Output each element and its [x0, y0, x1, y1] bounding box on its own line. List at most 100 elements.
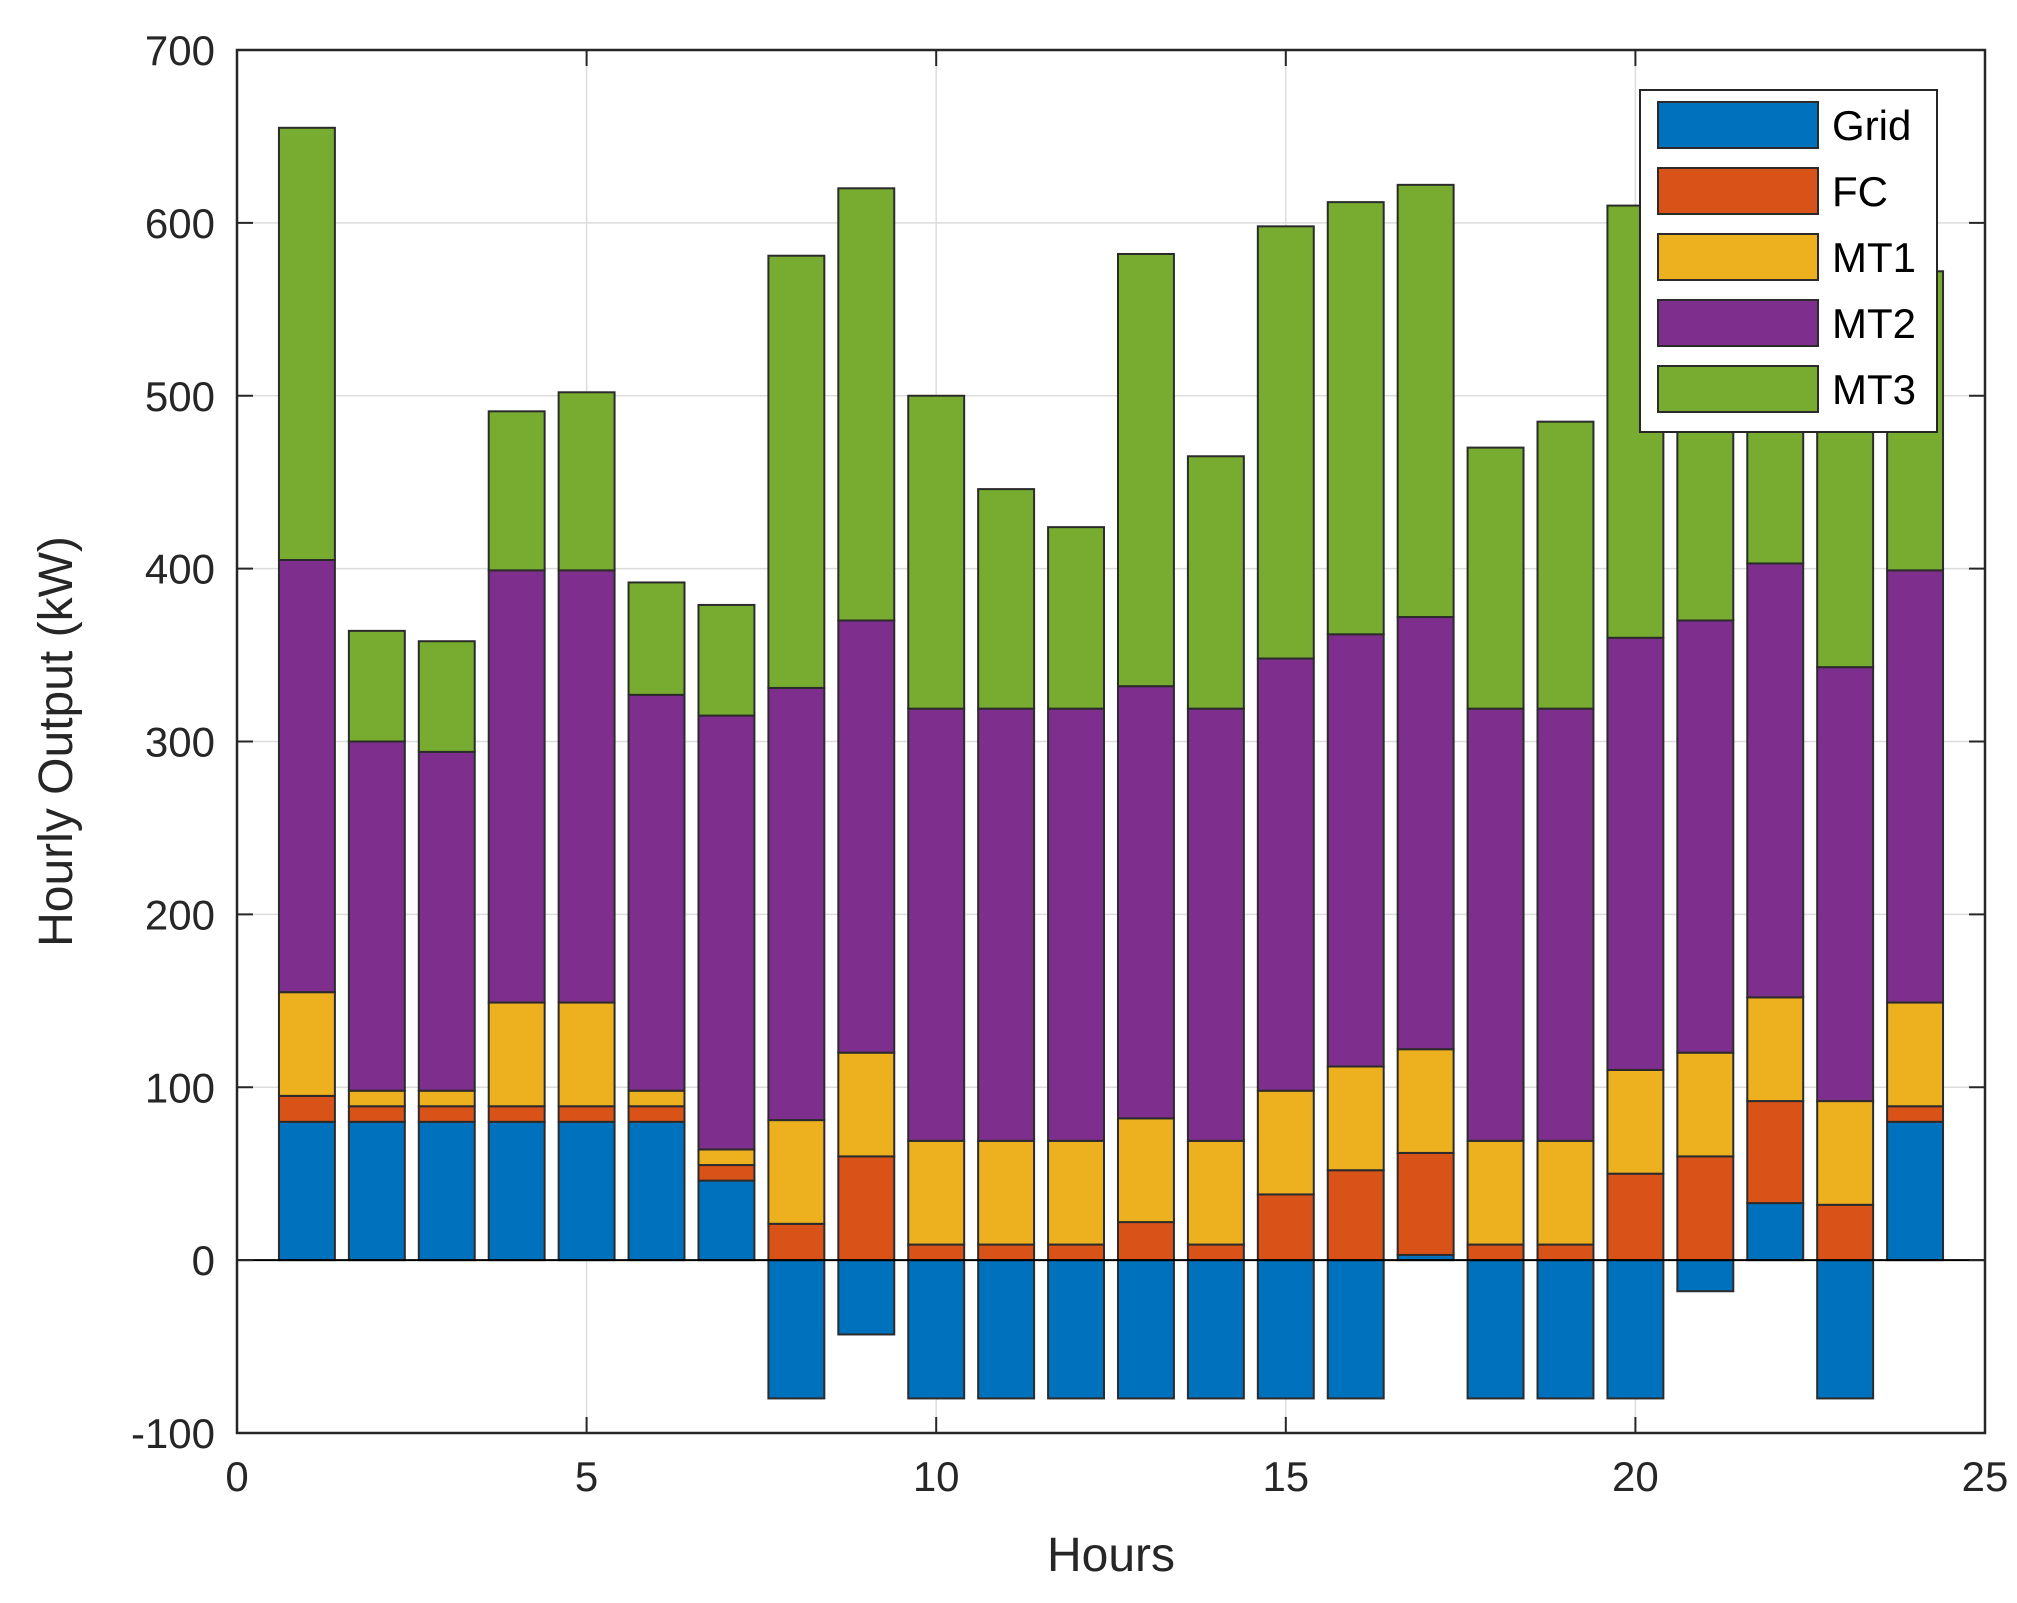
y-tick-label: 500: [145, 373, 215, 420]
bar-mt1-hour-18: [1466, 1139, 1525, 1246]
bar-grid-hour-21: [1676, 1259, 1735, 1293]
bar-fc-hour-13: [1116, 1221, 1175, 1262]
bar-grid-hour-19: [1536, 1259, 1595, 1400]
x-axis-label: Hours: [1047, 1529, 1175, 1582]
bar-mt2-hour-4: [487, 569, 546, 1004]
bar-mt1-hour-21: [1676, 1051, 1735, 1158]
bar-mt2-hour-18: [1466, 707, 1525, 1142]
bar-fc-hour-16: [1326, 1169, 1385, 1262]
legend-label-fc: FC: [1832, 168, 1888, 215]
bar-mt3-hour-3: [417, 640, 476, 753]
bar-grid-hour-20: [1606, 1259, 1665, 1400]
bar-mt1-hour-19: [1536, 1139, 1595, 1246]
bar-fc-hour-12: [1047, 1243, 1106, 1262]
bar-mt1-hour-8: [767, 1119, 826, 1225]
legend-label-mt1: MT1: [1832, 234, 1916, 281]
bar-fc-hour-5: [557, 1105, 616, 1123]
legend-label-grid: Grid: [1832, 102, 1911, 149]
bar-mt2-hour-12: [1047, 707, 1106, 1142]
legend-swatch-mt3: [1657, 365, 1819, 413]
x-tick-label: 0: [225, 1453, 248, 1500]
bar-grid-hour-3: [417, 1120, 476, 1262]
bar-mt2-hour-9: [837, 619, 896, 1054]
y-tick-label: 0: [192, 1237, 215, 1284]
bar-mt1-hour-9: [837, 1051, 896, 1158]
bar-grid-hour-8: [767, 1259, 826, 1400]
bar-fc-hour-9: [837, 1155, 896, 1262]
bar-mt1-hour-1: [277, 991, 336, 1097]
bar-mt3-hour-19: [1536, 420, 1595, 710]
bar-mt2-hour-22: [1746, 562, 1805, 999]
bar-mt3-hour-10: [907, 394, 966, 710]
bar-mt1-hour-14: [1186, 1139, 1245, 1246]
bar-mt1-hour-24: [1886, 1001, 1945, 1108]
bar-fc-hour-10: [907, 1243, 966, 1262]
bar-mt1-hour-22: [1746, 996, 1805, 1103]
bar-mt2-hour-6: [627, 693, 686, 1092]
bar-fc-hour-21: [1676, 1155, 1735, 1262]
bar-grid-hour-5: [557, 1120, 616, 1262]
bar-grid-hour-11: [977, 1259, 1036, 1400]
bar-mt3-hour-9: [837, 187, 896, 622]
bar-mt1-hour-13: [1116, 1117, 1175, 1224]
bar-mt2-hour-14: [1186, 707, 1245, 1142]
bar-mt1-hour-4: [487, 1001, 546, 1108]
x-tick-label: 10: [913, 1453, 960, 1500]
bar-mt2-hour-24: [1886, 569, 1945, 1004]
bar-mt2-hour-15: [1256, 657, 1315, 1092]
bar-mt1-hour-11: [977, 1139, 1036, 1246]
bar-fc-hour-14: [1186, 1243, 1245, 1262]
bar-mt2-hour-13: [1116, 685, 1175, 1120]
bar-mt2-hour-8: [767, 686, 826, 1122]
y-tick-label: 100: [145, 1064, 215, 1111]
legend: Grid FC MT1 MT2 MT3: [1639, 89, 1938, 433]
bars: [277, 126, 1945, 1400]
bar-grid-hour-6: [627, 1120, 686, 1262]
bar-mt2-hour-5: [557, 569, 616, 1004]
y-axis-label: Hourly Output (kW): [30, 536, 83, 947]
bar-mt2-hour-19: [1536, 707, 1595, 1142]
bar-fc-hour-11: [977, 1243, 1036, 1262]
bar-grid-hour-12: [1047, 1259, 1106, 1400]
bar-grid-hour-9: [837, 1259, 896, 1336]
y-tick-label: 600: [145, 200, 215, 247]
bar-mt1-hour-15: [1256, 1089, 1315, 1196]
bar-mt3-hour-5: [557, 391, 616, 572]
bar-grid-hour-2: [347, 1120, 406, 1262]
bar-mt2-hour-3: [417, 750, 476, 1092]
bar-fc-hour-19: [1536, 1243, 1595, 1262]
x-tick-label: 25: [1962, 1453, 2009, 1500]
bar-mt1-hour-10: [907, 1139, 966, 1246]
legend-swatch-mt1: [1657, 233, 1819, 281]
bar-mt3-hour-1: [277, 126, 336, 561]
bar-grid-hour-22: [1746, 1202, 1805, 1262]
bar-mt3-hour-11: [977, 488, 1036, 710]
y-tick-label: 400: [145, 546, 215, 593]
bar-fc-hour-23: [1816, 1203, 1875, 1262]
bar-mt3-hour-4: [487, 410, 546, 572]
bar-mt2-hour-23: [1816, 666, 1875, 1103]
bar-mt2-hour-21: [1676, 619, 1735, 1054]
bar-mt1-hour-20: [1606, 1068, 1665, 1175]
bar-mt1-hour-7: [697, 1148, 756, 1167]
bar-mt3-hour-2: [347, 629, 406, 743]
x-tick-label: 5: [575, 1453, 598, 1500]
bar-grid-hour-23: [1816, 1259, 1875, 1400]
bar-mt1-hour-12: [1047, 1139, 1106, 1246]
legend-swatch-grid: [1657, 101, 1819, 149]
bar-fc-hour-8: [767, 1222, 826, 1262]
bar-grid-hour-13: [1116, 1259, 1175, 1400]
bar-grid-hour-24: [1886, 1120, 1945, 1262]
bar-mt2-hour-1: [277, 558, 336, 994]
bar-mt2-hour-7: [697, 714, 756, 1151]
bar-grid-hour-1: [277, 1120, 336, 1262]
legend-label-mt3: MT3: [1832, 366, 1916, 413]
legend-label-mt2: MT2: [1832, 300, 1916, 347]
bar-fc-hour-1: [277, 1094, 336, 1123]
bar-mt3-hour-15: [1256, 225, 1315, 660]
bar-grid-hour-16: [1326, 1259, 1385, 1400]
x-tick-label: 15: [1262, 1453, 1309, 1500]
bar-grid-hour-4: [487, 1120, 546, 1262]
